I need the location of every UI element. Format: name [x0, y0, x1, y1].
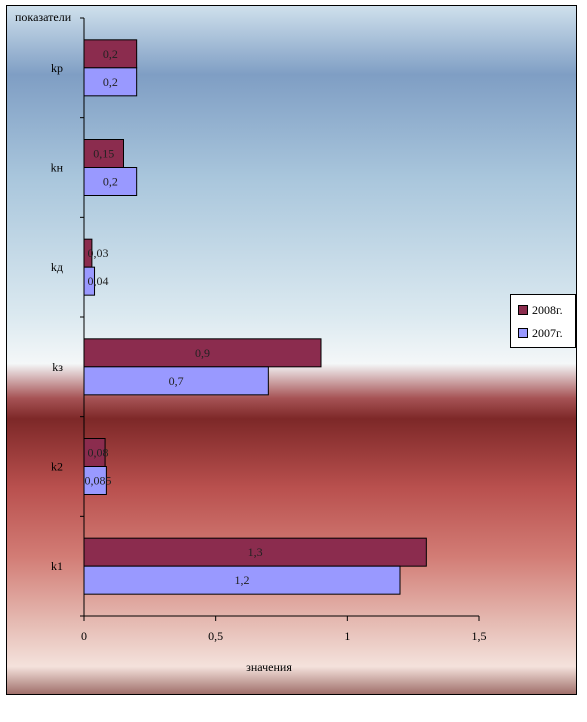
bar-value-label: 0,2	[103, 75, 118, 89]
bar-2008	[83, 537, 427, 567]
bar-2007	[83, 366, 269, 396]
bar-value-label: 0,03	[88, 246, 109, 260]
legend-swatch-2008	[518, 305, 528, 315]
bar-value-label: 0,08	[88, 446, 109, 460]
x-axis-title: значения	[246, 660, 292, 674]
bar-value-label: 1,3	[248, 545, 263, 559]
chart-area: показатели значения 0 0,5 1 1,5 kp 0,2 0,2 kн 0,…	[6, 5, 577, 695]
bar-value-label: 0,7	[169, 374, 184, 388]
bar-value-label: 1,2	[235, 573, 250, 587]
plot-area: 0 0,5 1 1,5 kp 0,2 0,2 kн 0,15 0,2 kд 0,03 0,04 kз 0,9…	[51, 17, 487, 643]
bar-value-label: 0,9	[195, 346, 210, 360]
y-tick-label: k1	[51, 559, 63, 573]
y-axis-title: показатели	[15, 10, 72, 24]
legend: 2008г. 2007г.	[510, 294, 576, 348]
legend-label-2008: 2008г.	[532, 303, 563, 317]
bar-2007	[83, 167, 138, 196]
x-tick-label: 0	[81, 629, 87, 643]
bar-2007	[83, 67, 138, 97]
x-tick-label: 1	[344, 629, 350, 643]
legend-swatch-2007	[518, 328, 528, 338]
bar-chart: показатели значения 0 0,5 1 1,5 kp 0,2 0,2 kн 0,…	[15, 10, 487, 674]
y-tick-label: kд	[51, 260, 63, 274]
bar-value-label: 0,2	[103, 175, 118, 189]
x-tick-label: 1,5	[472, 629, 487, 643]
bar-2008	[83, 139, 124, 168]
bar-2007	[83, 565, 401, 595]
bar-2008	[83, 39, 138, 69]
x-tick-label: 0,5	[208, 629, 223, 643]
legend-label-2007: 2007г.	[532, 326, 563, 340]
bar-value-label: 0,085	[85, 474, 112, 488]
y-tick-label: k2	[51, 460, 63, 474]
y-tick-label: kз	[52, 360, 63, 374]
bar-2007	[83, 266, 96, 296]
y-tick-label: kp	[51, 61, 63, 75]
bar-value-label: 0,2	[103, 47, 118, 61]
bar-2007	[83, 466, 107, 495]
bar-value-label: 0,04	[88, 274, 109, 288]
y-tick-label: kн	[51, 161, 64, 175]
bar-value-label: 0,15	[93, 147, 114, 161]
legend-item-2007: 2007г.	[518, 326, 563, 340]
legend-item-2008: 2008г.	[518, 303, 563, 317]
